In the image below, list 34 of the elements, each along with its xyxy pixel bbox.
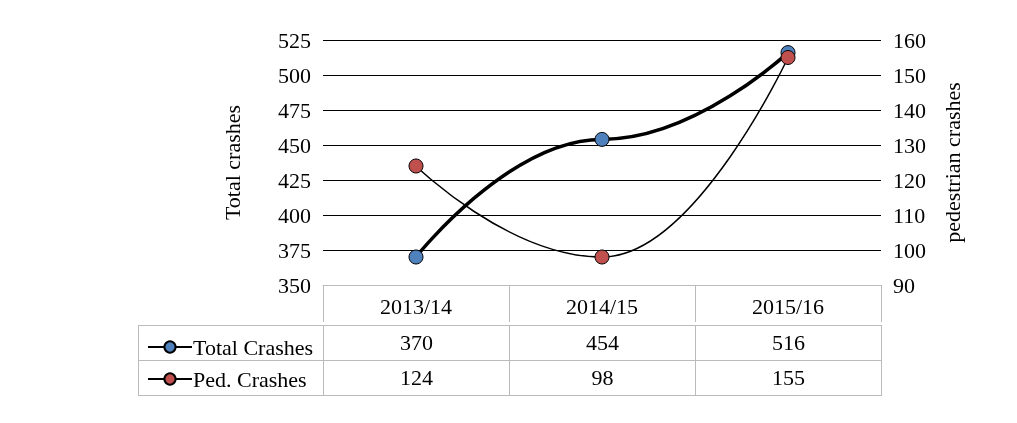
y2-tick-label: 140 — [893, 97, 926, 123]
point — [780, 50, 796, 65]
data-label: 124 — [323, 360, 510, 396]
y2-tick-label: 110 — [893, 202, 926, 228]
data-label: 155 — [695, 360, 882, 396]
x-tick-label: 2015/16 — [751, 293, 825, 319]
point — [594, 249, 610, 265]
legend-label: Ped. Crashes — [193, 366, 307, 392]
y2-tick-label: 100 — [893, 237, 926, 263]
y-tick-label: 375 — [278, 237, 311, 263]
y2-tick-label: 130 — [893, 132, 926, 158]
legend-label: Total Crashes — [193, 334, 314, 360]
y-tick-label: 475 — [278, 97, 311, 123]
y-axis-title: Total crashes — [219, 104, 245, 221]
y-tick-label: 500 — [278, 62, 311, 88]
y2-tick-label: 160 — [893, 27, 926, 53]
data-label: 454 — [509, 325, 696, 361]
data-label: 98 — [509, 360, 696, 396]
y2-tick-label: 150 — [893, 62, 926, 88]
y-tick-label: 350 — [278, 272, 311, 298]
y2-tick-label: 90 — [893, 272, 915, 298]
point — [408, 158, 424, 174]
data-label: 516 — [695, 325, 882, 361]
y-tick-label: 425 — [278, 167, 311, 193]
y-tick-label: 400 — [278, 202, 311, 228]
point — [594, 131, 610, 147]
y-tick-label: 525 — [278, 27, 311, 53]
x-tick-label: 2013/14 — [379, 293, 453, 319]
x-tick-label: 2014/15 — [565, 293, 639, 319]
y-tick-label: 450 — [278, 132, 311, 158]
y2-axis-title: pedestrian crashes — [939, 82, 965, 243]
point — [408, 249, 424, 265]
data-label: 370 — [323, 325, 510, 361]
y2-tick-label: 120 — [893, 167, 926, 193]
